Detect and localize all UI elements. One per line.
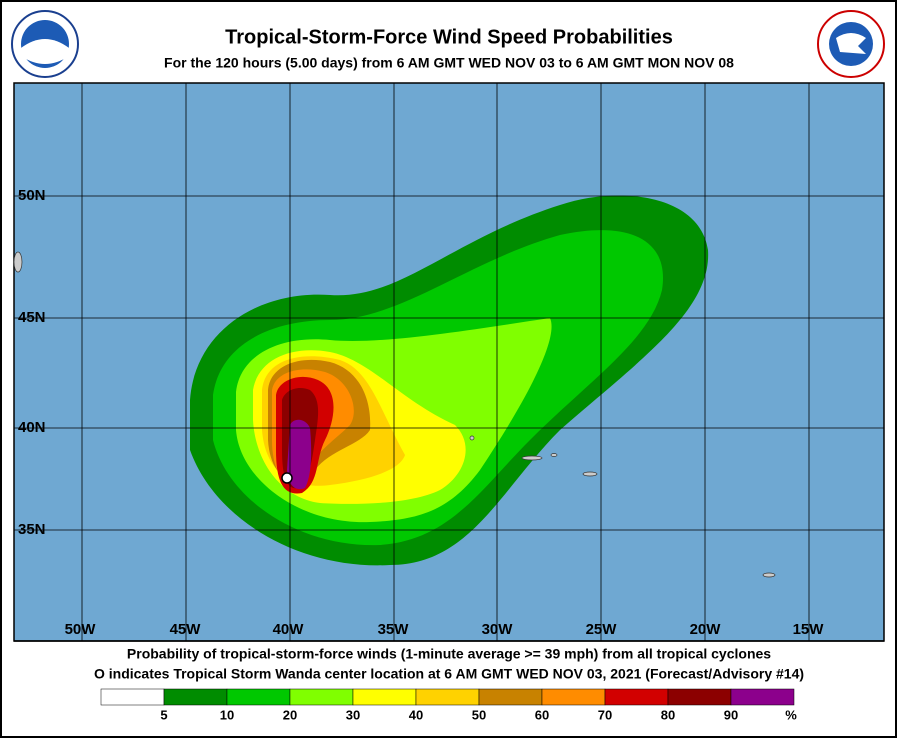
caption-line: Probability of tropical-storm-force wind… <box>127 646 771 662</box>
legend-label: 60 <box>535 707 549 722</box>
legend-swatch <box>163 688 228 706</box>
legend: 5 10 20 30 40 50 60 70 80 90% <box>100 688 797 722</box>
lon-label: 20W <box>690 621 722 638</box>
lon-label: 45W <box>170 621 202 638</box>
lat-label: 35N <box>18 521 46 538</box>
legend-label: 20 <box>283 707 297 722</box>
noaa-logo <box>11 10 79 78</box>
legend-swatch <box>100 688 165 706</box>
lon-label: 25W <box>586 621 618 638</box>
lat-label: 40N <box>18 419 46 436</box>
legend-label: 50 <box>472 707 486 722</box>
legend-swatch <box>541 688 606 706</box>
contour <box>287 419 312 490</box>
subtitle: For the 120 hours (5.00 days) from 6 AM … <box>164 55 734 71</box>
legend-swatch <box>478 688 543 706</box>
caption-line: O indicates Tropical Storm Wanda center … <box>94 666 804 682</box>
lon-label: 40W <box>273 621 305 638</box>
legend-label: 10 <box>220 707 234 722</box>
legend-swatch <box>604 688 669 706</box>
legend-label: 70 <box>598 707 612 722</box>
lon-label: 50W <box>65 621 97 638</box>
axis-labels: 50N 45N 40N 35N 50W 45W 40W 35W 30W 25W 20W 15W <box>18 187 824 638</box>
legend-swatch <box>352 688 417 706</box>
legend-swatch <box>730 688 795 706</box>
legend-swatch <box>226 688 291 706</box>
lat-label: 45N <box>18 309 46 326</box>
legend-swatch <box>289 688 354 706</box>
title: Tropical-Storm-Force Wind Speed Probabil… <box>225 26 673 48</box>
storm-center <box>281 472 293 484</box>
legend-label: 40 <box>409 707 423 722</box>
legend-swatch <box>667 688 732 706</box>
lon-label: 30W <box>482 621 514 638</box>
legend-swatch <box>415 688 480 706</box>
lon-label: 15W <box>793 621 825 638</box>
legend-label: 80 <box>661 707 675 722</box>
graticule <box>14 83 884 641</box>
nws-logo <box>817 10 885 78</box>
islands <box>13 251 776 578</box>
legend-label: 5 <box>160 707 167 722</box>
lon-label: 35W <box>378 621 410 638</box>
legend-unit: % <box>785 707 797 722</box>
legend-label: 90 <box>724 707 738 722</box>
legend-label: 30 <box>346 707 360 722</box>
lat-label: 50N <box>18 187 46 204</box>
